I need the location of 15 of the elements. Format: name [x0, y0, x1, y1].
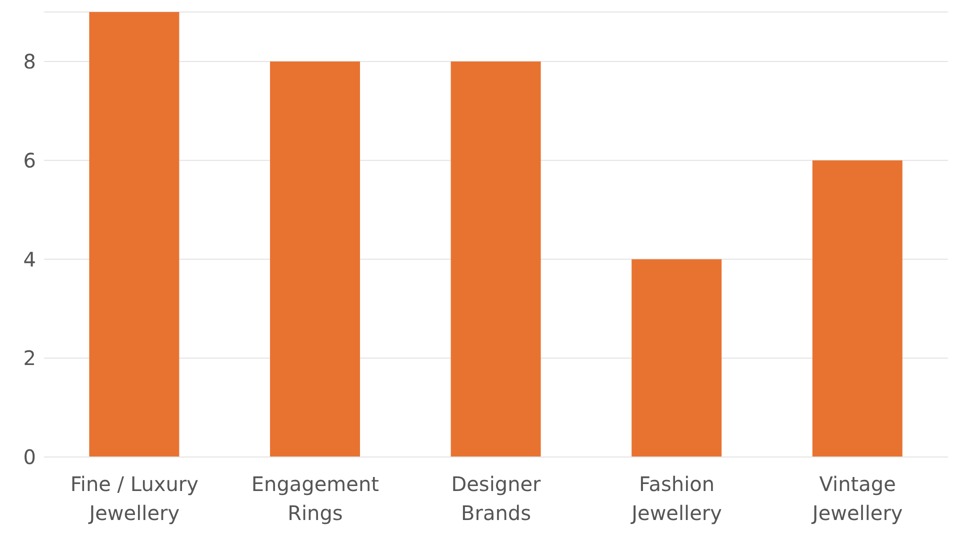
y-tick-label: 2 [23, 346, 36, 370]
bar [270, 61, 360, 457]
x-tick-label: Designer Brands [451, 472, 542, 525]
bar [89, 12, 180, 457]
y-tick-label: 6 [23, 148, 36, 172]
x-tick-label: Fine / Luxury Jewellery [70, 472, 199, 525]
y-tick-label: 0 [23, 445, 36, 470]
bar [632, 259, 722, 457]
y-tick-label: 4 [23, 247, 36, 272]
x-tick-label: Vintage Jewellery [810, 472, 903, 525]
x-tick-label: Fashion Jewellery [630, 472, 722, 525]
y-tick-label: 8 [23, 50, 36, 74]
bar [450, 61, 541, 457]
x-tick-label: Engagement Rings [251, 472, 380, 525]
bar [812, 160, 902, 457]
